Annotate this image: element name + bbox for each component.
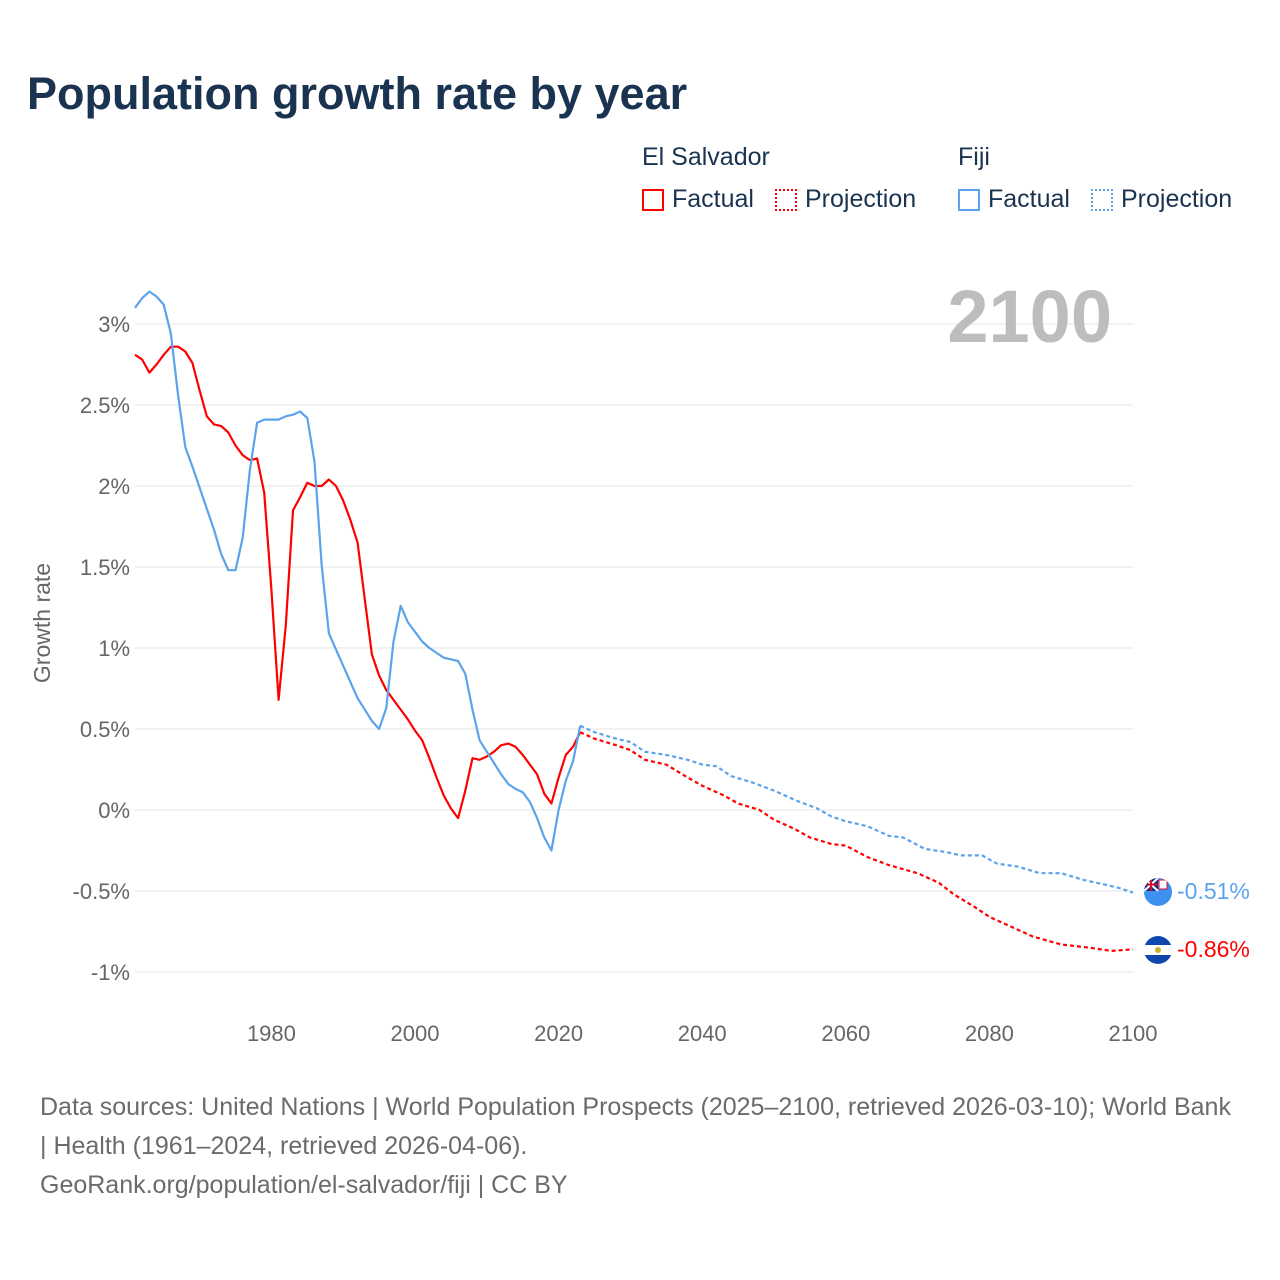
credit-link[interactable]: GeoRank.org/population/el-salvador/fiji …: [40, 1171, 568, 1199]
x-tick-label: 2040: [678, 1021, 727, 1046]
gridlines: [135, 323, 1133, 973]
el-salvador-end-label: -0.86%: [1177, 936, 1250, 962]
legend-label: Factual: [672, 185, 754, 213]
y-tick-label: 2%: [98, 474, 130, 499]
legend-label: Factual: [988, 185, 1070, 213]
y-tick-label: 2.5%: [80, 393, 130, 418]
y-tick-label: -1%: [91, 960, 130, 985]
footer: Data sources: United Nations | World Pop…: [40, 1088, 1240, 1205]
x-tick-label: 2100: [1109, 1021, 1158, 1046]
x-axis-ticks: 1980 2000 2020 2040 2060 2080 2100: [247, 1021, 1158, 1046]
x-tick-label: 1980: [247, 1021, 296, 1046]
el-salvador-factual-line: [134, 345, 582, 820]
data-sources: Data sources: United Nations | World Pop…: [40, 1093, 1231, 1160]
legend-label: Projection: [805, 185, 917, 213]
chart-title: Population growth rate by year: [27, 68, 688, 119]
legend-group-title: Fiji: [958, 143, 990, 171]
x-tick-label: 2060: [821, 1021, 870, 1046]
dotted-line-swatch-icon: [775, 188, 797, 211]
y-axis-label: Growth rate: [29, 563, 55, 683]
legend-item-el-salvador-projection[interactable]: Projection: [775, 185, 916, 214]
legend-item-fiji-factual[interactable]: Factual: [958, 185, 1070, 214]
el-salvador-flag-icon: [1144, 936, 1172, 964]
legend-group-title: El Salvador: [642, 143, 770, 171]
chart-plot: 3% 2.5% 2% 1.5% 1% 0.5% 0% -0.5% -1% 1980 2000 202…: [29, 275, 1250, 1046]
x-tick-label: 2020: [534, 1021, 583, 1046]
y-tick-label: 0.5%: [80, 717, 130, 742]
fiji-end-label: -0.51%: [1177, 878, 1250, 904]
y-tick-label: 3%: [98, 312, 130, 337]
y-tick-label: 1%: [98, 636, 130, 661]
dotted-line-swatch-icon: [1091, 188, 1113, 211]
x-tick-label: 2080: [965, 1021, 1014, 1046]
fiji-factual-line: [134, 290, 582, 852]
year-overlay: 2100: [947, 275, 1112, 358]
y-tick-label: 0%: [98, 798, 130, 823]
y-tick-label: 1.5%: [80, 555, 130, 580]
y-axis-ticks: 3% 2.5% 2% 1.5% 1% 0.5% 0% -0.5% -1%: [73, 312, 130, 985]
y-tick-label: -0.5%: [73, 879, 130, 904]
fiji-projection-line: [579, 724, 1134, 894]
solid-line-swatch-icon: [958, 188, 980, 211]
series-lines: [134, 290, 1134, 953]
legend-item-fiji-projection[interactable]: Projection: [1091, 185, 1232, 214]
x-tick-label: 2000: [391, 1021, 440, 1046]
legend-label: Projection: [1121, 185, 1233, 213]
legend-item-el-salvador-factual[interactable]: Factual: [642, 185, 754, 214]
el-salvador-projection-line: [579, 731, 1134, 953]
solid-line-swatch-icon: [642, 188, 664, 211]
fiji-flag-icon: [1144, 878, 1172, 906]
